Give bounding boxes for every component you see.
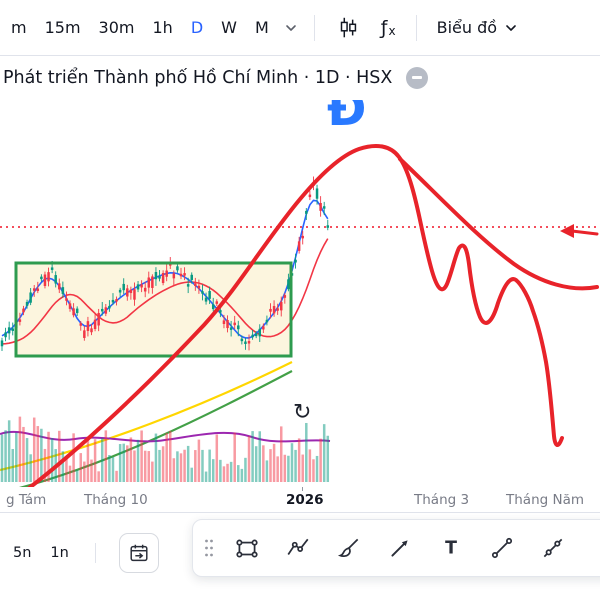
fx-f-glyph: ƒ (380, 16, 388, 39)
minus-icon (412, 76, 423, 79)
rectangle-tool-icon (235, 539, 258, 558)
trend-line-tool-icon (491, 537, 512, 559)
axis-label: Tháng 10 (84, 492, 148, 508)
brush-tool-icon (337, 538, 358, 558)
axis-label: Tháng 3 (414, 492, 470, 508)
go-to-date-button[interactable] (118, 533, 159, 573)
timeframe-m[interactable]: m (11, 18, 27, 37)
arrow-annotation[interactable] (560, 224, 599, 238)
timeframe-1h[interactable]: 1h (152, 18, 173, 37)
symbol-title-row: Phát triển Thành phố Hồ Chí Minh · 1D · … (0, 55, 600, 100)
calendar-icon (130, 544, 148, 562)
toolbar-divider (415, 14, 417, 41)
toolbar-divider (313, 14, 315, 41)
timeframe-1m[interactable]: M (254, 18, 269, 37)
text-tool-icon: T (445, 538, 457, 558)
range-1y-button[interactable]: 1n (50, 545, 69, 561)
chart-layout-label: Biểu đồ (436, 18, 498, 37)
drawing-rectangle-border[interactable] (14, 261, 293, 358)
tool-extended-line-button[interactable] (527, 523, 578, 573)
tool-polyline-button[interactable] (272, 523, 323, 573)
timeframe-1w[interactable]: W (221, 18, 237, 37)
refresh-icon[interactable]: ↻ (293, 400, 312, 425)
toolbar-divider (94, 543, 96, 563)
time-axis[interactable]: g Tám Tháng 10 2026 Tháng 3 Tháng Năm (0, 487, 600, 512)
svg-text:T: T (445, 538, 457, 558)
yellow-ma-line (0, 361, 293, 472)
fx-x-glyph: x (388, 23, 396, 38)
brush-curve-main[interactable] (4, 143, 564, 507)
axis-label-year: 2026 (286, 492, 324, 508)
timeframe-chevron-down-icon[interactable] (278, 17, 304, 39)
axis-tick (302, 487, 303, 491)
tool-trend-line-button[interactable] (476, 523, 527, 573)
axis-label: g Tám (6, 492, 47, 508)
bottom-toolbar: 5n 1n (0, 512, 600, 600)
timeframe-15m[interactable]: 15m (44, 18, 81, 37)
tool-brush-button[interactable] (323, 523, 374, 573)
drawing-tools-palette: T (192, 519, 600, 577)
tool-rectangle-button[interactable] (221, 523, 272, 573)
range-5d-button[interactable]: 5n (13, 545, 32, 561)
brush-curve-flank[interactable] (398, 157, 599, 291)
extended-line-tool-icon (543, 538, 562, 558)
chart-layout-button[interactable]: Biểu đồ (427, 12, 528, 43)
range-controls: 5n 1n (10, 533, 159, 573)
timeframe-30m[interactable]: 30m (98, 18, 135, 37)
polyline-tool-icon (287, 538, 308, 555)
timeframe-1d[interactable]: D (190, 18, 204, 37)
chart-style-candles-icon[interactable] (325, 9, 371, 47)
tool-arrow-button[interactable] (374, 523, 425, 573)
symbol-title[interactable]: Phát triển Thành phố Hồ Chí Minh · 1D · … (3, 67, 393, 88)
palette-drag-handle[interactable] (197, 520, 221, 576)
chevron-down-icon (506, 24, 516, 31)
candlestick-series (0, 176, 330, 352)
tool-text-button[interactable]: T (425, 523, 476, 573)
axis-label: Tháng Năm (506, 492, 585, 508)
collapse-legend-button[interactable] (406, 66, 429, 89)
arrow-tool-icon (390, 540, 408, 557)
drag-dots-icon (205, 539, 213, 557)
